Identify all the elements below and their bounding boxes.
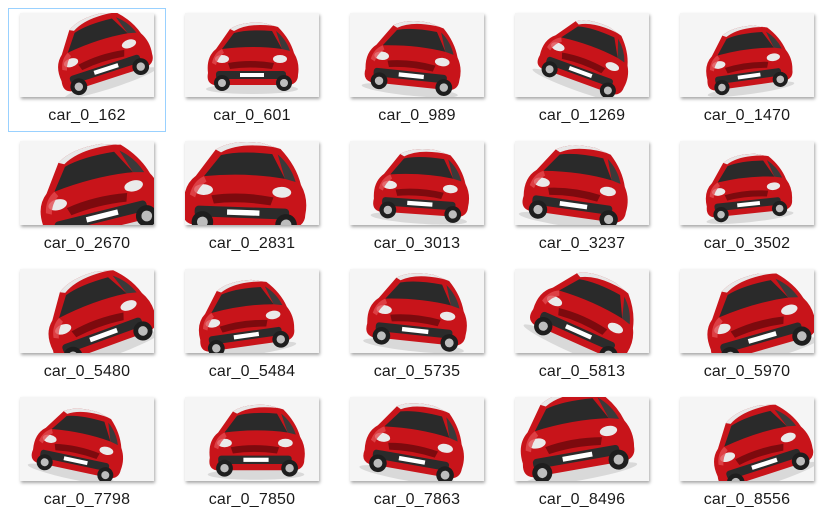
file-tile[interactable]: car_0_8496: [503, 392, 661, 516]
thumbnail-image: [680, 269, 814, 353]
file-tile[interactable]: car_0_1470: [668, 8, 826, 132]
thumbnail-image: [515, 141, 649, 225]
file-name-label: car_0_5480: [43, 363, 131, 380]
file-tile[interactable]: car_0_5484: [173, 264, 331, 388]
thumbnail-image: [20, 397, 154, 481]
file-name-label: car_0_5735: [373, 363, 461, 380]
file-name-label: car_0_2831: [208, 235, 296, 252]
file-name-label: car_0_601: [213, 107, 291, 124]
thumbnail-image: [350, 13, 484, 97]
file-name-label: car_0_1269: [538, 107, 626, 124]
file-tile[interactable]: car_0_2831: [173, 136, 331, 260]
file-tile[interactable]: car_0_8556: [668, 392, 826, 516]
file-name-label: car_0_1470: [703, 107, 791, 124]
file-name-label: car_0_7798: [43, 491, 131, 508]
file-tile[interactable]: car_0_989: [338, 8, 496, 132]
file-tile[interactable]: car_0_5480: [8, 264, 166, 388]
thumbnail-image: [185, 397, 319, 481]
thumbnail-image: [185, 13, 319, 97]
file-name-label: car_0_5813: [538, 363, 626, 380]
thumbnail-image: [185, 269, 319, 353]
file-name-label: car_0_7863: [373, 491, 461, 508]
thumbnail-image: [515, 397, 649, 481]
thumbnail-image: [20, 141, 154, 225]
file-tile[interactable]: car_0_162: [8, 8, 166, 132]
file-tile[interactable]: car_0_7850: [173, 392, 331, 516]
file-tile[interactable]: car_0_5970: [668, 264, 826, 388]
file-tile[interactable]: car_0_3502: [668, 136, 826, 260]
file-tile[interactable]: car_0_7798: [8, 392, 166, 516]
file-name-label: car_0_8496: [538, 491, 626, 508]
thumbnail-image: [515, 269, 649, 353]
file-name-label: car_0_3237: [538, 235, 626, 252]
thumbnail-image: [680, 13, 814, 97]
thumbnail-image: [350, 269, 484, 353]
file-name-label: car_0_3502: [703, 235, 791, 252]
file-tile[interactable]: car_0_5735: [338, 264, 496, 388]
thumbnail-image: [350, 141, 484, 225]
file-name-label: car_0_3013: [373, 235, 461, 252]
file-tile[interactable]: car_0_601: [173, 8, 331, 132]
file-name-label: car_0_8556: [703, 491, 791, 508]
file-name-label: car_0_162: [48, 107, 126, 124]
file-tile[interactable]: car_0_5813: [503, 264, 661, 388]
file-tile[interactable]: car_0_1269: [503, 8, 661, 132]
thumbnail-image: [350, 397, 484, 481]
thumbnail-image: [680, 141, 814, 225]
thumbnail-image: [20, 13, 154, 97]
file-tile[interactable]: car_0_7863: [338, 392, 496, 516]
thumbnail-image: [20, 269, 154, 353]
file-tile[interactable]: car_0_2670: [8, 136, 166, 260]
file-name-label: car_0_7850: [208, 491, 296, 508]
file-name-label: car_0_2670: [43, 235, 131, 252]
file-name-label: car_0_5484: [208, 363, 296, 380]
thumbnail-image: [515, 13, 649, 97]
file-name-label: car_0_5970: [703, 363, 791, 380]
file-tile[interactable]: car_0_3237: [503, 136, 661, 260]
thumbnail-image: [680, 397, 814, 481]
file-grid: car_0_162 ca: [8, 8, 826, 520]
file-name-label: car_0_989: [378, 107, 456, 124]
thumbnail-image: [185, 141, 319, 225]
file-tile[interactable]: car_0_3013: [338, 136, 496, 260]
